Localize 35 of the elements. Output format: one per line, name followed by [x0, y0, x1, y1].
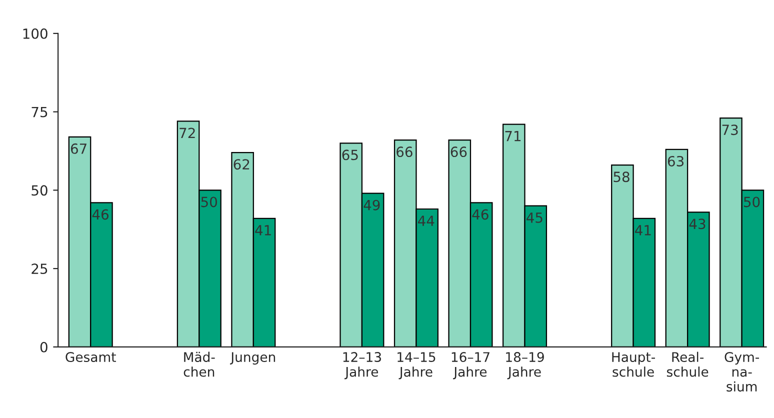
y-tick-label: 50 — [32, 185, 48, 196]
x-tick-label: Jungen — [230, 352, 276, 365]
y-tick-label: 0 — [40, 342, 48, 352]
data-label: 67 — [70, 143, 86, 154]
y-tick-label: 25 — [32, 264, 48, 274]
data-label: 41 — [635, 225, 651, 236]
data-label: 50 — [201, 196, 217, 208]
y-tick-label: 75 — [32, 106, 48, 118]
x-tick-label: 14–15 Jahre — [398, 352, 436, 380]
x-tick-label: Gym- na- sium — [724, 352, 760, 392]
data-label: 72 — [180, 128, 195, 138]
data-label: 50 — [744, 196, 760, 208]
data-label: 66 — [450, 146, 467, 158]
data-label: 45 — [526, 212, 542, 223]
y-tick-label: 100 — [23, 28, 48, 39]
data-label: 65 — [342, 150, 358, 160]
data-label: 62 — [234, 159, 250, 170]
data-label: 63 — [668, 156, 684, 166]
x-tick-label: 18–19 Jahre — [506, 352, 544, 380]
data-label: 46 — [472, 209, 488, 220]
data-label: 58 — [614, 172, 630, 182]
data-label: 46 — [92, 209, 108, 220]
data-label: 73 — [722, 124, 738, 136]
data-label: 43 — [689, 218, 706, 230]
x-tick-label: Haupt- schule — [612, 352, 655, 377]
x-tick-label: 16–17 Jahre — [452, 352, 490, 380]
data-label: 66 — [396, 146, 412, 158]
data-label: 41 — [255, 225, 271, 236]
x-tick-label: 12–13 Jahre — [343, 352, 381, 380]
x-tick-label: Mäd- chen — [184, 352, 215, 377]
data-label: 71 — [505, 131, 521, 142]
data-label: 44 — [418, 216, 434, 226]
x-tick-label: Gesamt — [66, 352, 116, 362]
data-label: 49 — [364, 200, 380, 210]
x-tick-label: Real- schule — [666, 352, 708, 377]
